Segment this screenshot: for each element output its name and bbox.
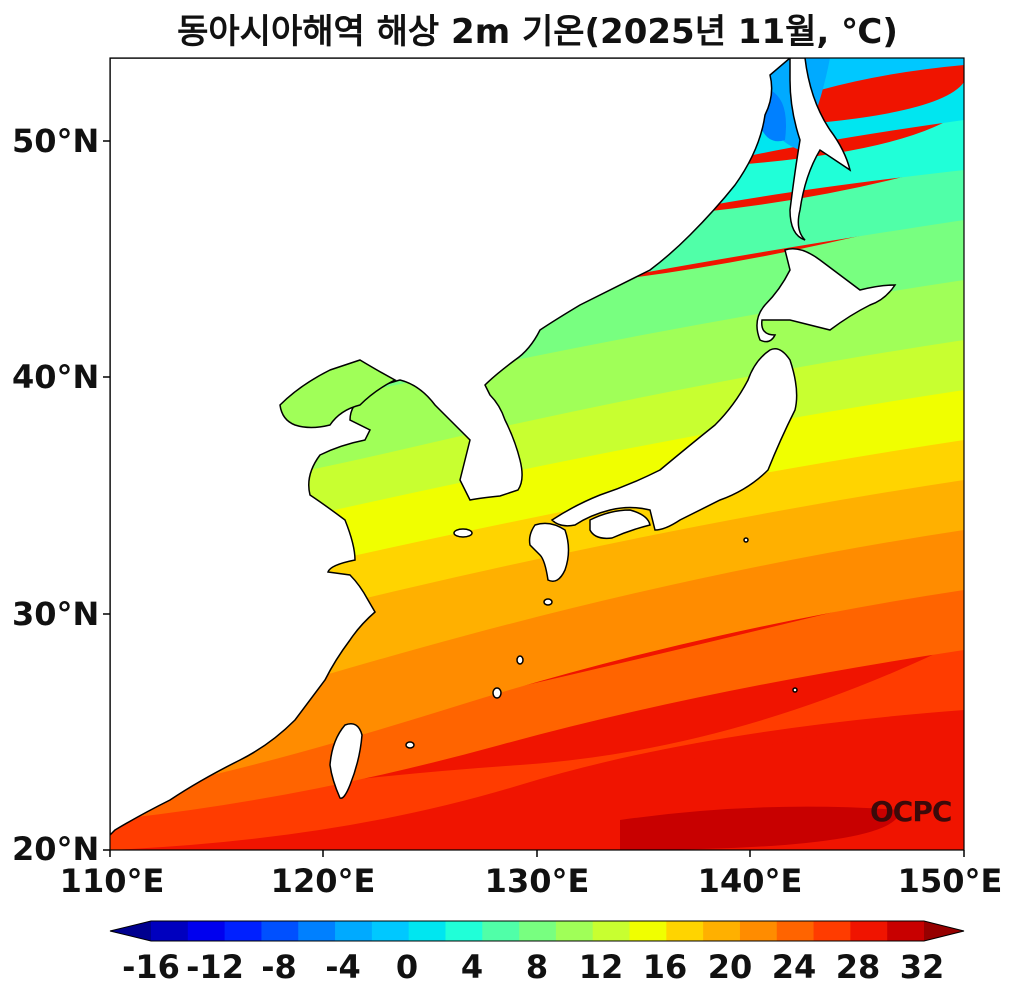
land bbox=[110, 58, 897, 837]
lat-label-40n: 40°N bbox=[12, 358, 100, 396]
colorbar bbox=[109, 920, 965, 942]
colorbar-label: 12 bbox=[578, 948, 624, 986]
colorbar-segment bbox=[776, 921, 815, 941]
lon-label-150e: 150°E bbox=[897, 862, 1003, 900]
colorbar-segment bbox=[371, 921, 410, 941]
colorbar-segment bbox=[850, 921, 888, 941]
lat-label-30n: 30°N bbox=[12, 595, 100, 633]
colorbar-segment bbox=[887, 921, 925, 941]
lon-label-140e: 140°E bbox=[697, 862, 803, 900]
colorbar-segment bbox=[151, 921, 189, 941]
colorbar-label: 24 bbox=[771, 948, 817, 986]
colorbar-segment bbox=[592, 921, 631, 941]
colorbar-segment bbox=[298, 921, 336, 941]
colorbar-segment bbox=[629, 921, 667, 941]
colorbar-segment bbox=[335, 921, 373, 941]
temperature-field bbox=[110, 58, 964, 850]
colorbar-segment bbox=[666, 921, 704, 941]
colorbar-label: 20 bbox=[707, 948, 753, 986]
colorbar-label: -16 bbox=[122, 948, 180, 986]
colorbar-label: 16 bbox=[642, 948, 688, 986]
colorbar-segment bbox=[482, 921, 520, 941]
lat-label-20n: 20°N bbox=[12, 830, 100, 868]
colorbar-outline bbox=[109, 920, 965, 942]
colorbar-label: -4 bbox=[325, 948, 361, 986]
colorbar-segment bbox=[703, 921, 741, 941]
colorbar-extend-high bbox=[924, 921, 964, 941]
axis-ticks bbox=[103, 140, 965, 857]
colorbar-segment bbox=[519, 921, 557, 941]
lon-label-110e: 110°E bbox=[59, 862, 165, 900]
colorbar-extend-low bbox=[110, 921, 151, 941]
colorbar-segment bbox=[445, 921, 483, 941]
lat-label-50n: 50°N bbox=[12, 122, 100, 160]
map-title: 동아시아해역 해상 2m 기온(2025년 11월, ℃) bbox=[177, 12, 898, 52]
colorbar-label: 0 bbox=[395, 948, 419, 986]
colorbar-segment bbox=[187, 921, 226, 941]
colorbar-label: 32 bbox=[899, 948, 945, 986]
colorbar-segment bbox=[813, 921, 851, 941]
colorbar-label: 4 bbox=[460, 948, 484, 986]
ocpc-watermark: OCPC bbox=[870, 795, 952, 828]
colorbar-label: 8 bbox=[525, 948, 549, 986]
lon-label-130e: 130°E bbox=[484, 862, 590, 900]
colorbar-segment bbox=[555, 921, 594, 941]
colorbar-segment bbox=[224, 921, 262, 941]
colorbar-segment bbox=[261, 921, 299, 941]
colorbar-label: -8 bbox=[261, 948, 297, 986]
colorbar-segment bbox=[739, 921, 778, 941]
colorbar-label: 28 bbox=[835, 948, 881, 986]
colorbar-label: -12 bbox=[186, 948, 244, 986]
colorbar-segment bbox=[408, 921, 446, 941]
lon-label-120e: 120°E bbox=[270, 862, 376, 900]
